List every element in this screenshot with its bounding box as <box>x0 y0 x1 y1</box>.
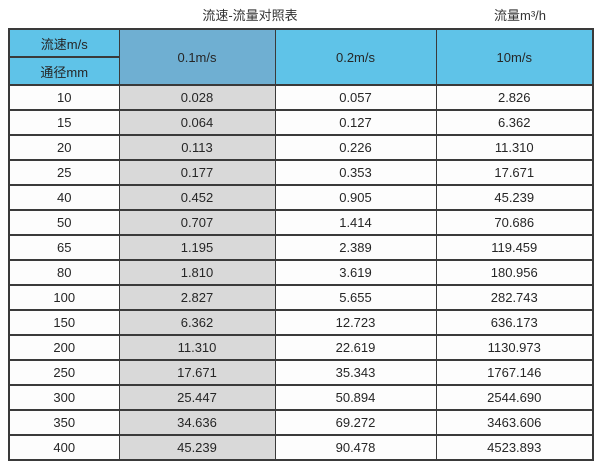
table-row: 350 34.636 69.272 3463.606 <box>8 409 594 436</box>
value-cell: 34.636 <box>118 409 276 436</box>
flow-rate-table: 流速m/s 0.1m/s 0.2m/s 10m/s 通径mm 10 0.028 … <box>8 28 594 461</box>
table-row: 150 6.362 12.723 636.173 <box>8 309 594 336</box>
column-header-10ms: 10m/s <box>435 28 594 86</box>
diameter-cell: 15 <box>8 109 120 136</box>
value-cell: 0.177 <box>118 159 276 186</box>
value-cell: 12.723 <box>274 309 437 336</box>
value-cell: 2.826 <box>435 84 594 111</box>
titlebar: 流速-流量对照表 流量m³/h <box>0 0 600 28</box>
value-cell: 0.028 <box>118 84 276 111</box>
column-header-0-2ms: 0.2m/s <box>274 28 437 86</box>
value-cell: 2544.690 <box>435 384 594 411</box>
value-cell: 6.362 <box>435 109 594 136</box>
value-cell: 45.239 <box>435 184 594 211</box>
diameter-cell: 80 <box>8 259 120 286</box>
value-cell: 2.389 <box>274 234 437 261</box>
table-row: 200 11.310 22.619 1130.973 <box>8 334 594 361</box>
value-cell: 0.452 <box>118 184 276 211</box>
value-cell: 0.127 <box>274 109 437 136</box>
value-cell: 0.226 <box>274 134 437 161</box>
diameter-cell: 150 <box>8 309 120 336</box>
diameter-cell: 350 <box>8 409 120 436</box>
value-cell: 0.353 <box>274 159 437 186</box>
diameter-cell: 25 <box>8 159 120 186</box>
diameter-cell: 100 <box>8 284 120 311</box>
value-cell: 69.272 <box>274 409 437 436</box>
value-cell: 3463.606 <box>435 409 594 436</box>
diameter-cell: 400 <box>8 434 120 461</box>
value-cell: 5.655 <box>274 284 437 311</box>
value-cell: 282.743 <box>435 284 594 311</box>
corner-bottom-label: 通径mm <box>8 56 120 86</box>
value-cell: 180.956 <box>435 259 594 286</box>
table-row: 65 1.195 2.389 119.459 <box>8 234 594 261</box>
value-cell: 22.619 <box>274 334 437 361</box>
value-cell: 50.894 <box>274 384 437 411</box>
flow-unit-label: 流量m³/h <box>493 8 546 23</box>
table-row: 250 17.671 35.343 1767.146 <box>8 359 594 386</box>
value-cell: 45.239 <box>118 434 276 461</box>
diameter-cell: 10 <box>8 84 120 111</box>
value-cell: 1130.973 <box>435 334 594 361</box>
value-cell: 2.827 <box>118 284 276 311</box>
value-cell: 1.195 <box>118 234 276 261</box>
value-cell: 636.173 <box>435 309 594 336</box>
table-row: 300 25.447 50.894 2544.690 <box>8 384 594 411</box>
value-cell: 0.113 <box>118 134 276 161</box>
value-cell: 11.310 <box>435 134 594 161</box>
table-row: 40 0.452 0.905 45.239 <box>8 184 594 211</box>
diameter-cell: 250 <box>8 359 120 386</box>
value-cell: 6.362 <box>118 309 276 336</box>
table-row: 10 0.028 0.057 2.826 <box>8 84 594 111</box>
value-cell: 3.619 <box>274 259 437 286</box>
table-header: 流速m/s 0.1m/s 0.2m/s 10m/s 通径mm <box>8 28 594 86</box>
value-cell: 1767.146 <box>435 359 594 386</box>
value-cell: 25.447 <box>118 384 276 411</box>
value-cell: 17.671 <box>118 359 276 386</box>
value-cell: 0.707 <box>118 209 276 236</box>
value-cell: 35.343 <box>274 359 437 386</box>
value-cell: 90.478 <box>274 434 437 461</box>
diameter-cell: 20 <box>8 134 120 161</box>
table-title: 流速-流量对照表 <box>202 8 298 23</box>
value-cell: 4523.893 <box>435 434 594 461</box>
table-row: 25 0.177 0.353 17.671 <box>8 159 594 186</box>
diameter-cell: 50 <box>8 209 120 236</box>
diameter-cell: 200 <box>8 334 120 361</box>
table-row: 400 45.239 90.478 4523.893 <box>8 434 594 461</box>
diameter-cell: 40 <box>8 184 120 211</box>
table-row: 15 0.064 0.127 6.362 <box>8 109 594 136</box>
value-cell: 17.671 <box>435 159 594 186</box>
column-header-0-1ms: 0.1m/s <box>118 28 276 86</box>
table-row: 100 2.827 5.655 282.743 <box>8 284 594 311</box>
value-cell: 11.310 <box>118 334 276 361</box>
value-cell: 0.057 <box>274 84 437 111</box>
value-cell: 0.064 <box>118 109 276 136</box>
diameter-cell: 300 <box>8 384 120 411</box>
value-cell: 0.905 <box>274 184 437 211</box>
table-row: 80 1.810 3.619 180.956 <box>8 259 594 286</box>
corner-top-label: 流速m/s <box>8 28 120 58</box>
value-cell: 119.459 <box>435 234 594 261</box>
table-row: 20 0.113 0.226 11.310 <box>8 134 594 161</box>
value-cell: 1.414 <box>274 209 437 236</box>
table-body: 10 0.028 0.057 2.826 15 0.064 0.127 6.36… <box>8 84 594 461</box>
table-row: 50 0.707 1.414 70.686 <box>8 209 594 236</box>
diameter-cell: 65 <box>8 234 120 261</box>
value-cell: 70.686 <box>435 209 594 236</box>
value-cell: 1.810 <box>118 259 276 286</box>
